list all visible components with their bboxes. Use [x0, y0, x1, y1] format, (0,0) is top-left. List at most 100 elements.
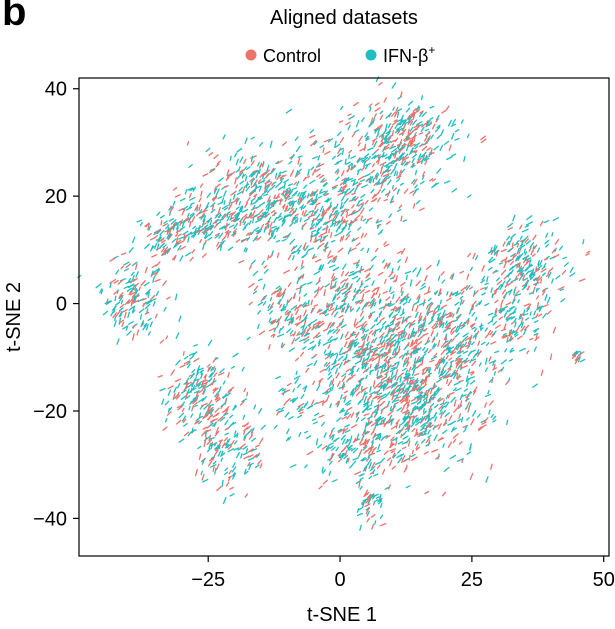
point-control [423, 332, 429, 336]
point-ifn [449, 454, 457, 460]
point-ifn [233, 222, 239, 230]
point-ifn [369, 369, 372, 376]
point-ifn [334, 233, 339, 237]
point-ifn [400, 290, 404, 297]
point-ifn [485, 476, 489, 483]
point-ifn [268, 201, 273, 207]
point-control [368, 103, 373, 108]
point-ifn [248, 220, 252, 226]
point-ifn [148, 225, 152, 231]
point-control [267, 195, 271, 202]
point-ifn [510, 269, 514, 275]
point-control [359, 438, 364, 445]
point-ifn [231, 466, 237, 473]
point-ifn [444, 320, 448, 325]
point-ifn [517, 299, 520, 304]
point-control [259, 437, 264, 445]
point-control [336, 170, 340, 175]
point-control [163, 246, 169, 253]
point-control [239, 443, 246, 449]
point-ifn [421, 424, 427, 429]
point-ifn [296, 217, 299, 224]
point-ifn [376, 181, 381, 186]
point-ifn [170, 219, 177, 225]
point-ifn [332, 266, 340, 272]
point-ifn [275, 183, 280, 189]
point-ifn [393, 382, 398, 387]
point-control [392, 305, 396, 312]
point-control [115, 310, 121, 317]
point-ifn [425, 442, 431, 447]
point-ifn [383, 334, 388, 339]
point-ifn [323, 432, 327, 438]
point-control [495, 324, 501, 329]
point-ifn [396, 337, 400, 343]
point-ifn [324, 198, 330, 203]
point-ifn [334, 220, 337, 227]
point-control [297, 157, 301, 165]
point-control [367, 493, 374, 498]
point-ifn [206, 225, 211, 230]
point-ifn [192, 351, 198, 357]
point-control [451, 330, 455, 335]
point-control [230, 211, 237, 217]
point-control [427, 348, 432, 354]
point-ifn [463, 388, 469, 392]
point-control [210, 419, 215, 424]
point-ifn [188, 405, 191, 411]
point-ifn [346, 282, 349, 289]
point-ifn [311, 418, 317, 421]
point-ifn [243, 224, 248, 229]
point-ifn [495, 277, 500, 282]
point-control [503, 262, 507, 269]
point-ifn [327, 335, 333, 342]
point-ifn [288, 416, 294, 420]
point-ifn [506, 316, 512, 322]
point-control [198, 389, 203, 394]
point-ifn [397, 118, 404, 122]
point-ifn [127, 311, 130, 319]
point-ifn [245, 247, 248, 253]
point-ifn [282, 390, 286, 396]
point-ifn [220, 450, 224, 457]
point-control [301, 330, 306, 337]
point-control [211, 197, 218, 201]
point-ifn [245, 166, 251, 171]
point-control [418, 391, 423, 394]
point-control [213, 223, 219, 229]
point-control [328, 228, 331, 234]
point-ifn [381, 176, 387, 184]
point-control [257, 179, 262, 183]
point-ifn [359, 316, 365, 323]
point-ifn [316, 217, 324, 221]
point-control [280, 190, 287, 195]
point-ifn [462, 332, 469, 338]
point-control [226, 169, 230, 176]
point-control [408, 322, 412, 329]
point-control [524, 262, 528, 266]
point-control [403, 332, 408, 338]
point-control [270, 319, 277, 323]
point-ifn [279, 170, 287, 174]
point-ifn [419, 391, 424, 396]
point-ifn [312, 253, 316, 259]
point-ifn [354, 185, 359, 193]
point-ifn [116, 289, 119, 294]
point-control [144, 311, 150, 315]
point-ifn [164, 418, 168, 423]
point-ifn [388, 160, 395, 164]
point-ifn [275, 239, 281, 243]
point-ifn [479, 323, 483, 330]
point-control [159, 339, 165, 344]
point-control [229, 486, 234, 490]
point-control [335, 400, 340, 406]
point-ifn [219, 416, 226, 422]
point-ifn [404, 161, 408, 167]
point-ifn [397, 441, 404, 445]
point-control [423, 290, 431, 295]
point-ifn [367, 155, 371, 161]
point-control [336, 296, 341, 300]
point-ifn [257, 217, 262, 221]
point-ifn [362, 498, 368, 502]
point-ifn [457, 364, 462, 370]
